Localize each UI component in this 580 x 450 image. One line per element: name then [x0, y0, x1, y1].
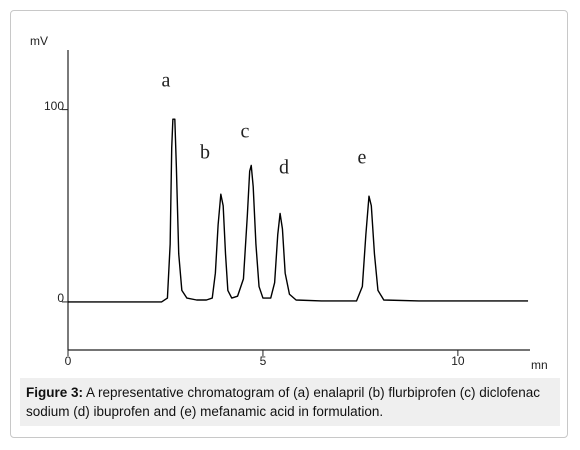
peak-annotation: c — [241, 121, 250, 143]
y-axis-label: mV — [30, 34, 48, 48]
trace — [68, 118, 529, 303]
caption: Figure 3: A representative chromatogram … — [20, 378, 560, 426]
x-axis-label: mn — [531, 358, 548, 372]
peak-annotation: b — [200, 142, 210, 164]
peak-annotation: d — [279, 157, 289, 179]
x-tick-label: 5 — [260, 354, 267, 368]
x-tick-label: 10 — [451, 354, 465, 368]
y-tick-label: 0 — [57, 291, 64, 305]
caption-text: A representative chromatogram of (a) ena… — [26, 385, 540, 419]
x-tick-label: 0 — [65, 354, 72, 368]
frame — [10, 10, 568, 438]
peak-annotation: a — [162, 70, 171, 92]
y-tick-label: 100 — [44, 99, 64, 113]
caption-label: Figure 3: — [26, 385, 84, 400]
peak-annotation: e — [358, 147, 367, 169]
